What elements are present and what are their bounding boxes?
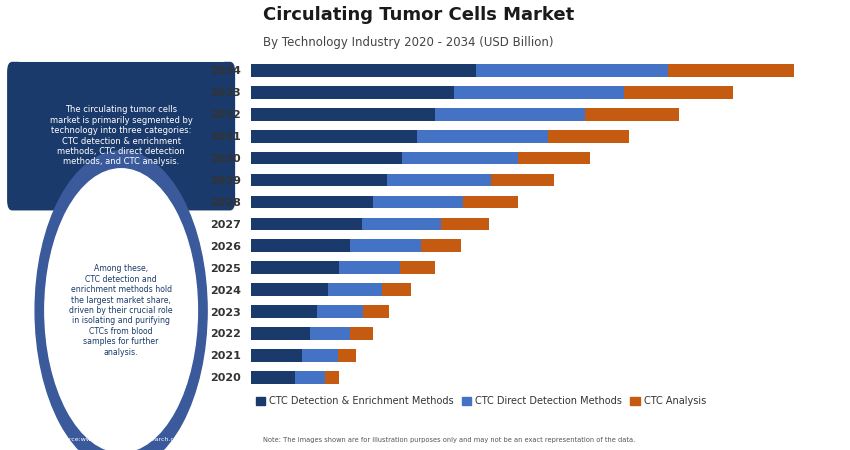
Bar: [416, 130, 548, 143]
Text: Source:www.polarismarketresearch.com: Source:www.polarismarketresearch.com: [58, 437, 184, 442]
Circle shape: [35, 151, 207, 450]
Text: P◈LARIS: P◈LARIS: [78, 20, 164, 38]
Circle shape: [45, 169, 197, 450]
Bar: [624, 86, 733, 99]
Bar: [548, 130, 629, 143]
Bar: [421, 239, 462, 252]
Bar: [361, 217, 441, 230]
Text: Among these,
CTC detection and
enrichment methods hold
the largest market share,: Among these, CTC detection and enrichmen…: [70, 265, 173, 356]
Bar: [251, 64, 476, 77]
Bar: [382, 283, 411, 296]
Bar: [251, 327, 309, 340]
Bar: [350, 239, 421, 252]
Bar: [400, 261, 435, 274]
Bar: [435, 108, 585, 121]
Bar: [350, 327, 372, 340]
Bar: [463, 196, 518, 208]
Bar: [251, 261, 339, 274]
Bar: [251, 349, 303, 362]
Bar: [454, 86, 624, 99]
Bar: [251, 305, 317, 318]
Bar: [251, 217, 361, 230]
Bar: [388, 174, 490, 186]
Text: Note: The images shown are for illustration purposes only and may not be an exac: Note: The images shown are for illustrat…: [263, 437, 635, 443]
Bar: [309, 327, 350, 340]
Bar: [372, 196, 463, 208]
Bar: [251, 283, 328, 296]
Bar: [251, 196, 372, 208]
Bar: [402, 152, 518, 165]
Bar: [251, 239, 350, 252]
Bar: [363, 305, 389, 318]
Bar: [317, 305, 363, 318]
Bar: [518, 152, 591, 165]
Bar: [668, 64, 794, 77]
FancyBboxPatch shape: [6, 61, 236, 211]
Text: The circulating tumor cells
market is primarily segmented by
technology into thr: The circulating tumor cells market is pr…: [49, 105, 193, 166]
Bar: [251, 130, 416, 143]
Bar: [328, 283, 382, 296]
Legend: CTC Detection & Enrichment Methods, CTC Direct Detection Methods, CTC Analysis: CTC Detection & Enrichment Methods, CTC …: [256, 396, 705, 406]
Bar: [490, 174, 553, 186]
Bar: [251, 108, 435, 121]
Text: Circulating Tumor Cells Market: Circulating Tumor Cells Market: [263, 6, 574, 24]
Bar: [476, 64, 668, 77]
Bar: [339, 261, 400, 274]
Text: MARKET RESEARCH: MARKET RESEARCH: [83, 43, 159, 52]
Bar: [441, 217, 489, 230]
Bar: [251, 86, 454, 99]
Bar: [303, 349, 337, 362]
Text: By Technology Industry 2020 - 2034 (USD Billion): By Technology Industry 2020 - 2034 (USD …: [263, 36, 553, 49]
Bar: [295, 371, 325, 383]
Bar: [337, 349, 356, 362]
Bar: [251, 174, 388, 186]
Bar: [251, 371, 295, 383]
Bar: [325, 371, 339, 383]
Bar: [585, 108, 679, 121]
Bar: [251, 152, 402, 165]
